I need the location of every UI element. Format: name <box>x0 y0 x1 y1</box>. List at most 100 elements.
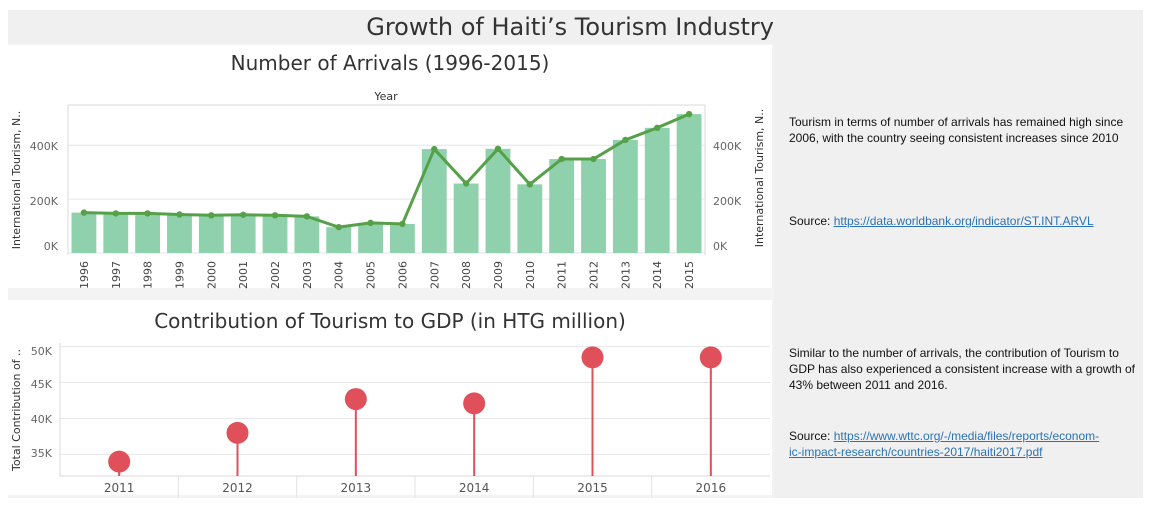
arrivals-x-tick: 2011 <box>556 261 569 289</box>
gdp-chart-title: Contribution of Tourism to GDP (in HTG m… <box>154 309 626 333</box>
arrivals-bar <box>581 159 606 253</box>
arrivals-x-tick: 1996 <box>78 261 91 289</box>
gdp-x-tick: 2011 <box>104 481 135 495</box>
arrivals-left-tick: 400K <box>30 140 59 153</box>
arrivals-trend-point <box>271 212 279 219</box>
arrivals-left-tick: 200K <box>30 195 59 208</box>
gdp-point <box>699 346 722 369</box>
gdp-x-tick: 2013 <box>341 481 372 495</box>
gdp-source: Source: https://www.wttc.org/-/media/fil… <box>789 428 1139 460</box>
gdp-x-tick: 2014 <box>459 481 490 495</box>
arrivals-bar <box>230 214 256 253</box>
arrivals-x-tick: 2015 <box>683 261 696 289</box>
arrivals-trend-point <box>335 223 342 231</box>
arrivals-right-tick: 400K <box>713 140 742 153</box>
arrivals-bar <box>103 213 129 253</box>
arrivals-trend-point <box>431 145 438 153</box>
gdp-point <box>108 450 131 473</box>
arrivals-x-tick: 2009 <box>492 261 505 289</box>
arrivals-right-axis-label: International Tourism, N.. <box>753 109 766 248</box>
arrivals-trend-point <box>462 180 470 187</box>
arrivals-chart-title: Number of Arrivals (1996-2015) <box>230 51 550 75</box>
arrivals-trend-point <box>367 219 374 227</box>
arrivals-x-tick: 1997 <box>110 261 123 289</box>
title-bar <box>8 10 774 43</box>
arrivals-right-tick: 0K <box>713 240 728 253</box>
arrivals-x-tick: 2014 <box>651 261 664 289</box>
arrivals-trend-point <box>144 210 151 217</box>
arrivals-x-tick: 2005 <box>365 261 378 289</box>
arrivals-x-tick: 2004 <box>333 261 346 289</box>
arrivals-bar <box>294 216 320 253</box>
gdp-x-tick: 2012 <box>222 481 253 495</box>
arrivals-source-link[interactable]: https://data.worldbank.org/indicator/ST.… <box>833 214 1094 228</box>
arrivals-x-tick: 2007 <box>428 261 441 289</box>
arrivals-trend-point <box>494 145 502 153</box>
arrivals-x-tick: 2012 <box>588 261 601 289</box>
arrivals-bar <box>453 183 479 253</box>
arrivals-x-tick: 2008 <box>460 261 473 289</box>
arrivals-source-label: Source: <box>789 214 834 228</box>
gdp-chart: 2011 2012 2013 2014 2015 2016 50K 45K 40K 35K… <box>10 343 770 498</box>
notes-panel <box>774 10 1143 498</box>
gdp-chart-panel <box>8 300 772 495</box>
arrivals-trend-point <box>685 110 693 118</box>
arrivals-x-tick: 2003 <box>301 261 314 289</box>
gdp-y-tick: 45K <box>31 378 53 391</box>
gdp-point <box>581 346 604 369</box>
gdp-y-tick: 40K <box>31 413 53 426</box>
arrivals-bar <box>135 213 161 253</box>
arrivals-source: Source: https://data.worldbank.org/indic… <box>789 213 1134 229</box>
gdp-y-axis-label: Total Contribution of .. <box>10 349 23 472</box>
gdp-point <box>463 392 486 415</box>
arrivals-trend-point <box>654 124 661 132</box>
arrivals-x-tick: 2013 <box>619 261 632 289</box>
gdp-y-tick: 50K <box>31 345 53 358</box>
gdp-x-tick: 2016 <box>696 481 727 495</box>
arrivals-x-tick: 2002 <box>269 261 282 289</box>
arrivals-bar <box>198 215 224 253</box>
gdp-point <box>344 388 367 411</box>
gdp-y-tick: 35K <box>31 447 53 460</box>
arrivals-left-tick: 0K <box>44 240 59 253</box>
arrivals-trend-point <box>208 212 215 219</box>
arrivals-bar <box>421 149 447 253</box>
arrivals-bar <box>549 159 575 253</box>
gdp-x-tick: 2015 <box>577 481 608 495</box>
arrivals-right-tick: 200K <box>713 195 742 208</box>
arrivals-trend-point <box>303 213 311 220</box>
arrivals-trend-point <box>80 209 88 216</box>
gdp-point <box>226 421 249 444</box>
arrivals-trend-point <box>399 220 406 228</box>
arrivals-trend-point <box>558 155 565 163</box>
arrivals-note: Tourism in terms of number of arrivals h… <box>789 115 1124 145</box>
gdp-source-link[interactable]: https://www.wttc.org/-/media/files/repor… <box>833 429 1100 443</box>
arrivals-header: Year <box>373 90 398 103</box>
arrivals-trend-point <box>590 155 597 163</box>
arrivals-trend-point <box>176 211 183 218</box>
arrivals-trend-point <box>112 210 119 217</box>
arrivals-bar <box>612 139 638 253</box>
arrivals-trend-point <box>526 181 534 188</box>
arrivals-trend-point <box>622 136 629 144</box>
arrivals-bar <box>676 114 702 253</box>
arrivals-x-tick: 1999 <box>173 261 186 289</box>
arrivals-left-axis-label: International Tourism, N.. <box>10 111 23 250</box>
gdp-source-label: Source: <box>789 429 834 443</box>
arrivals-x-tick: 2006 <box>396 261 409 289</box>
dashboard-title: Growth of Haiti’s Tourism Industry <box>366 13 774 41</box>
arrivals-bar <box>485 148 511 253</box>
arrivals-x-tick: 2000 <box>205 261 218 289</box>
arrivals-bar <box>517 184 543 253</box>
gdp-note: Similar to the number of arrivals, the c… <box>789 346 1135 392</box>
arrivals-x-tick: 2001 <box>237 261 250 289</box>
arrivals-bar <box>71 212 97 253</box>
arrivals-x-tick: 1998 <box>142 261 155 289</box>
arrivals-trend-line <box>83 112 690 229</box>
arrivals-bar <box>644 127 670 253</box>
arrivals-trend-point <box>239 211 247 218</box>
arrivals-bar <box>358 222 383 253</box>
arrivals-x-tick: 2010 <box>524 261 537 289</box>
gdp-source-link-continued[interactable]: ic-impact-research/countries-2017/haiti2… <box>789 445 1043 459</box>
arrivals-chart: Year 1996 1997 1998 1999 2000 2001 2002 2003 200… <box>10 90 766 289</box>
